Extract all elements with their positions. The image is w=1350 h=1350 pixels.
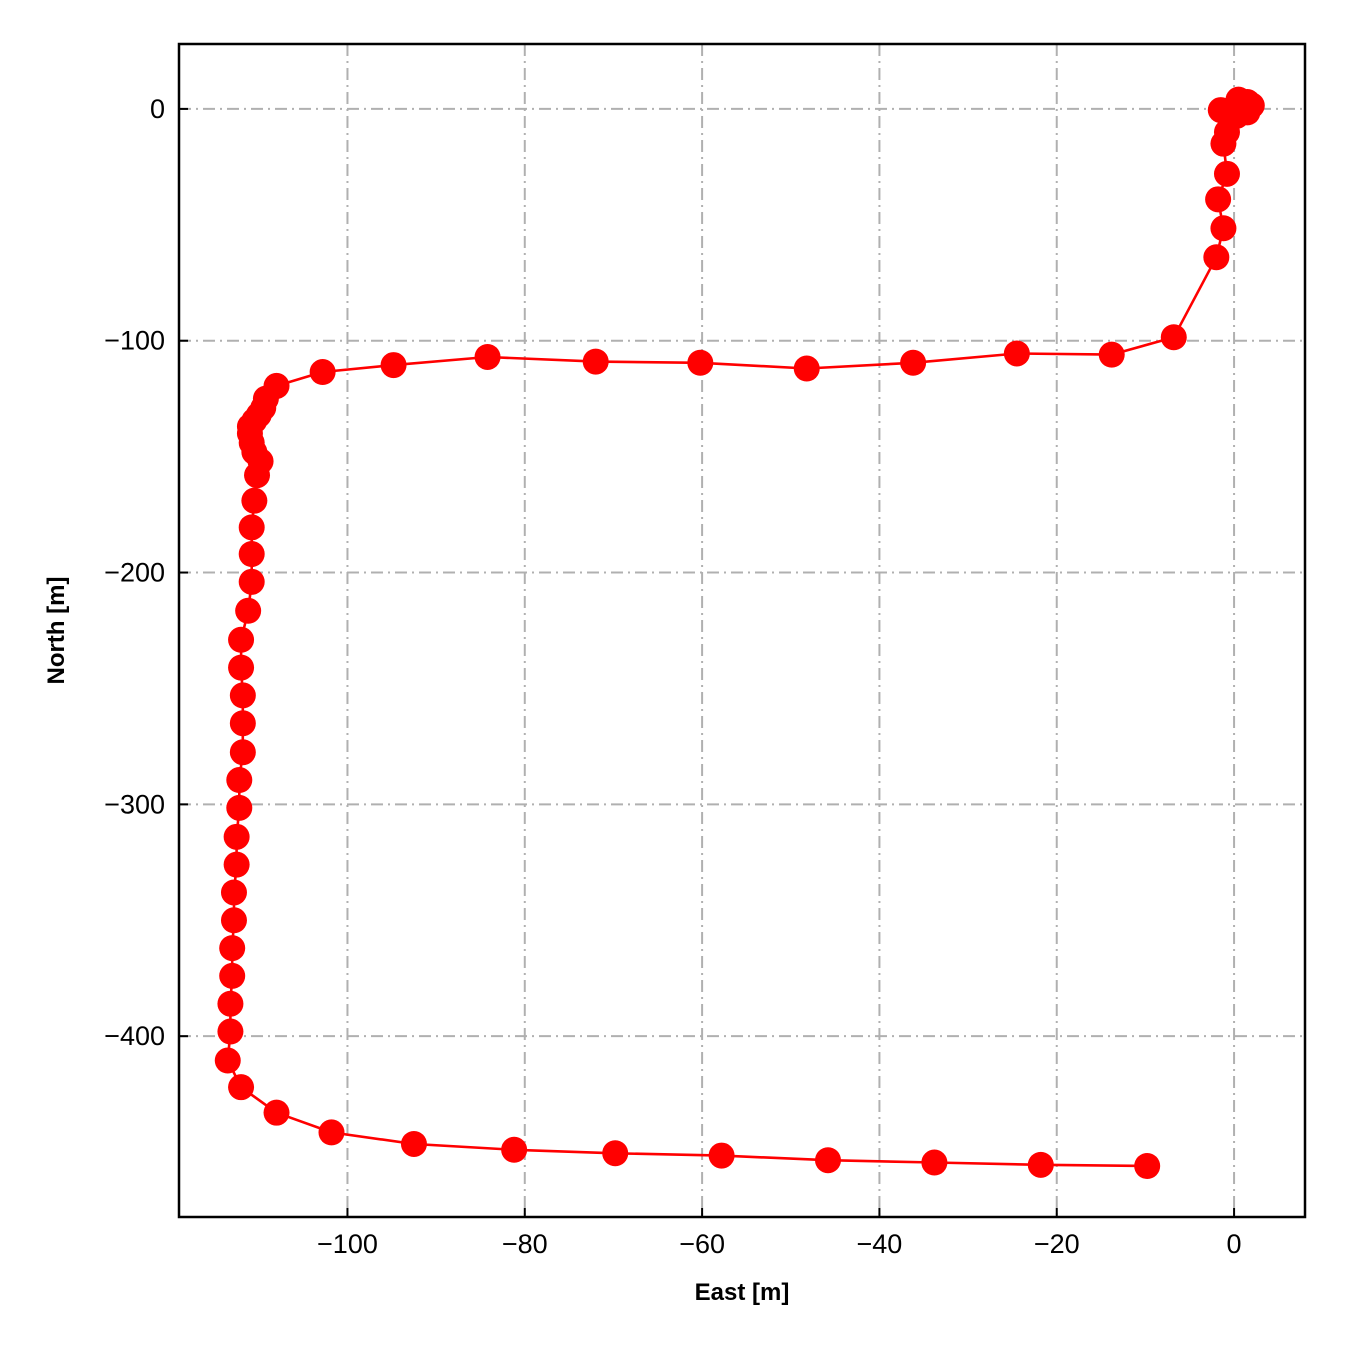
data-point <box>900 349 927 376</box>
x-tick-label: 0 <box>1227 1229 1242 1259</box>
data-point <box>228 1074 255 1101</box>
data-point <box>241 487 268 514</box>
data-point <box>263 1099 290 1126</box>
data-point <box>220 907 247 934</box>
data-point <box>1203 244 1230 271</box>
data-point <box>318 1119 345 1146</box>
x-tick-label: −100 <box>317 1229 378 1259</box>
data-point <box>235 597 262 624</box>
data-point <box>217 1018 244 1045</box>
data-point <box>921 1149 948 1176</box>
data-point <box>220 879 247 906</box>
data-point <box>793 355 820 382</box>
data-point <box>1205 186 1232 213</box>
data-point <box>238 568 265 595</box>
data-point <box>1225 86 1252 113</box>
data-point <box>219 962 246 989</box>
plot-frame <box>177 42 1307 1219</box>
axis-ticks: −100 −80 −60 −40 −20 00−100−200−300−400 <box>104 94 1241 1259</box>
data-point <box>1134 1153 1161 1179</box>
data-point <box>214 1047 241 1074</box>
data-point <box>226 767 253 794</box>
y-tick-label: −300 <box>104 789 165 819</box>
data-point <box>815 1147 842 1174</box>
y-axis-label: North [m] <box>43 577 70 685</box>
data-point <box>229 682 256 709</box>
data-point <box>223 823 250 850</box>
data-point <box>228 654 255 681</box>
data-point <box>309 359 336 386</box>
data-point <box>474 343 501 370</box>
data-point <box>244 462 271 489</box>
grid-lines <box>179 44 1305 1217</box>
x-tick-label: −40 <box>857 1229 903 1259</box>
data-point <box>229 710 256 737</box>
data-point <box>380 352 407 379</box>
data-point <box>400 1130 427 1157</box>
data-point <box>501 1136 528 1163</box>
data-point <box>1098 341 1125 368</box>
y-tick-label: −400 <box>104 1021 165 1051</box>
data-point <box>238 541 265 567</box>
y-tick-label: −200 <box>104 558 165 588</box>
data-point <box>687 349 714 376</box>
data-point <box>1160 324 1187 351</box>
y-tick-label: −100 <box>104 326 165 356</box>
y-tick-label: 0 <box>150 94 165 124</box>
data-point <box>229 739 256 766</box>
data-point <box>602 1140 629 1167</box>
data-point <box>1210 130 1237 157</box>
x-tick-label: −80 <box>502 1229 548 1259</box>
x-tick-label: −60 <box>679 1229 725 1259</box>
data-point <box>219 935 246 962</box>
series-trajectory <box>214 86 1265 1179</box>
x-tick-label: −20 <box>1034 1229 1080 1259</box>
data-point <box>708 1142 735 1169</box>
data-point <box>582 348 609 375</box>
series-line <box>226 98 1254 1168</box>
data-point <box>1027 1151 1054 1178</box>
data-point <box>1210 215 1237 242</box>
data-point <box>223 851 250 878</box>
data-point <box>226 794 253 821</box>
data-point <box>1003 340 1030 367</box>
data-point <box>1213 160 1240 187</box>
data-point <box>238 514 265 541</box>
data-point <box>217 990 244 1017</box>
x-axis-label: East [m] <box>695 1279 790 1306</box>
data-point <box>228 626 255 653</box>
